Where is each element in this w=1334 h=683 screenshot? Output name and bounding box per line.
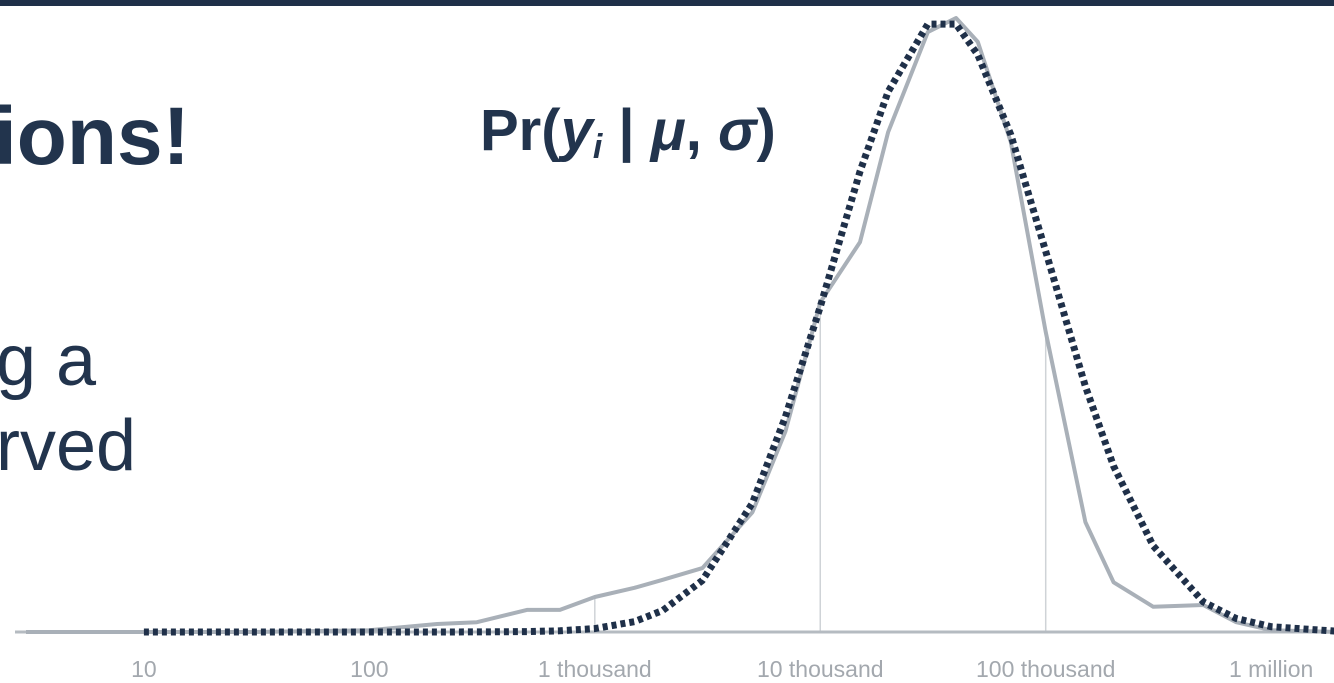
- x-tick-label: 100: [350, 656, 388, 682]
- formula-part: |: [602, 98, 650, 163]
- formula-part: y: [558, 98, 596, 163]
- x-tick-label: 1 thousand: [538, 656, 652, 682]
- body-line: rved: [0, 406, 136, 486]
- x-tick-label: 100 thousand: [976, 656, 1115, 682]
- formula-part: i: [593, 128, 604, 166]
- model-density-line: [143, 20, 1334, 636]
- body-line: g a: [0, 321, 97, 401]
- formula-part: Pr(: [480, 98, 561, 163]
- x-tick-label: 10 thousand: [757, 656, 884, 682]
- formula-part: σ: [718, 98, 759, 163]
- plot: 10 100 1 thousand 10 thousand 100 thousand 1 …: [15, 16, 1334, 682]
- formula-part: μ: [649, 98, 686, 163]
- formula-part: ): [756, 98, 775, 163]
- formula: Pr(yi | μ, σ): [480, 98, 776, 166]
- formula-part: ,: [686, 98, 718, 163]
- top-bar: [0, 0, 1334, 6]
- x-tick-label: 10: [131, 656, 157, 682]
- x-tick-label: 1 million: [1229, 656, 1313, 682]
- heading: ions!: [0, 91, 190, 182]
